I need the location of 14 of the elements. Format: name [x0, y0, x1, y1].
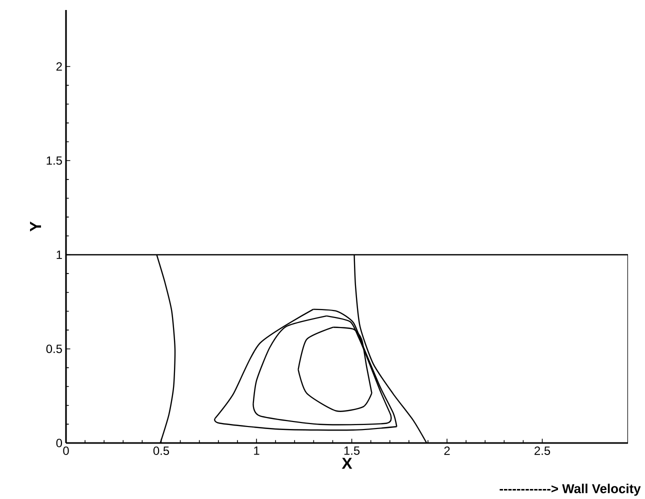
x-tick-label: 2: [444, 446, 450, 455]
y-tick-label: 0.5: [46, 344, 62, 354]
text: ------------> Wall Velocity: [500, 484, 641, 496]
y-tick-label: 1: [56, 250, 62, 259]
x-tick-label: 1: [254, 446, 260, 455]
x-tick-label: 2.5: [534, 446, 550, 455]
x-axis-title: X: [342, 458, 352, 469]
x-tick-label: 0.5: [153, 446, 170, 455]
y-axis-title: Y: [30, 221, 42, 232]
y-tick-label: 0: [56, 438, 62, 448]
y-tick-label: 2: [56, 62, 62, 71]
y-tick-label: 1.5: [46, 156, 62, 165]
x-tick-label: 0: [63, 446, 69, 455]
x-tick-label: 1.5: [344, 446, 360, 455]
